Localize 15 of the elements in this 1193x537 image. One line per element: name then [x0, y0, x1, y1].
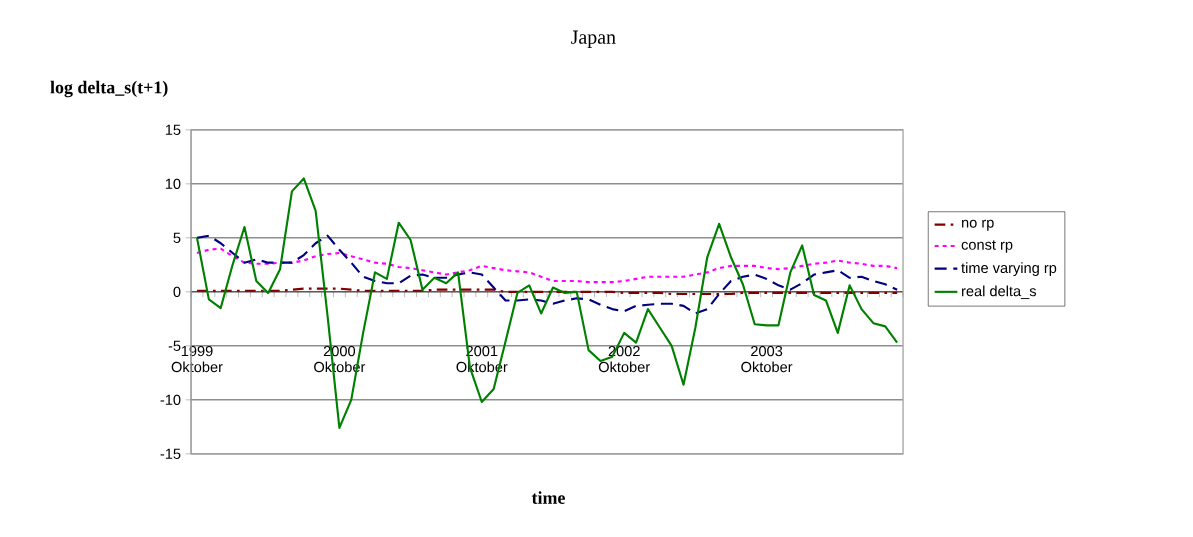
y-axis-title: log delta_s(t+1): [50, 80, 168, 98]
y-tick-label: 10: [165, 178, 181, 190]
y-tick-label: 15: [165, 124, 181, 135]
legend-label: const rp: [961, 240, 1013, 253]
y-tick-label: -15: [160, 448, 181, 459]
legend-label: time varying rp: [961, 262, 1057, 276]
legend-label: real delta_s: [962, 285, 1037, 300]
x-tick-label: 2003 Oktober: [741, 345, 793, 373]
x-axis-title: time: [531, 491, 565, 504]
legend-label: no rp: [962, 219, 994, 231]
chart-title: Japan: [571, 30, 616, 48]
y-tick-label: -10: [160, 394, 181, 406]
y-tick-label: 0: [173, 286, 181, 298]
y-tick-label: -5: [168, 340, 181, 351]
y-tick-label: 5: [173, 232, 181, 243]
